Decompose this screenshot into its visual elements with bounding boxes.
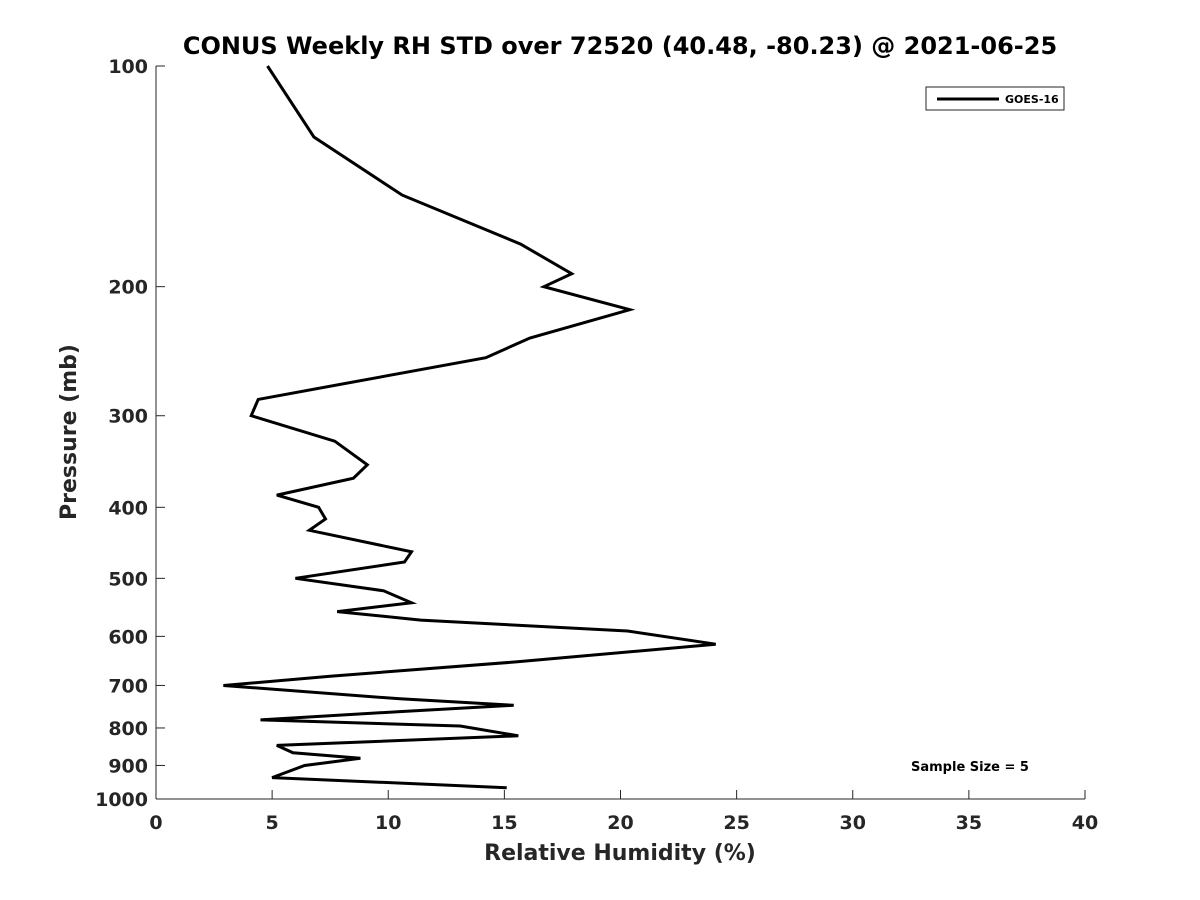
x-tick-label: 20 [607, 812, 633, 834]
y-tick-label: 500 [108, 568, 148, 590]
y-tick-label: 800 [108, 718, 148, 740]
y-tick-label: 600 [108, 626, 148, 648]
x-tick-label: 40 [1072, 812, 1098, 834]
y-axis-label: Pressure (mb) [57, 344, 82, 520]
x-tick-label: 5 [266, 812, 279, 834]
legend: GOES-16 [925, 86, 1065, 111]
x-axis-label: Relative Humidity (%) [484, 841, 756, 866]
sample-size-annotation: Sample Size = 5 [911, 760, 1029, 775]
x-tick-label: 0 [149, 812, 162, 834]
y-tick-label: 700 [108, 675, 148, 697]
x-tick-label: 25 [723, 812, 749, 834]
y-tick-label: 1000 [95, 789, 148, 811]
series-line-goes-16 [223, 65, 716, 790]
x-tick-label: 35 [956, 812, 982, 834]
legend-label: GOES-16 [1005, 93, 1059, 106]
y-tick-label: 200 [108, 277, 148, 299]
x-ticks: 0 5 10 15 20 25 30 35 40 [149, 790, 1098, 834]
chart-title: CONUS Weekly RH STD over 72520 (40.48, -… [183, 32, 1057, 60]
y-tick-label: 900 [108, 755, 148, 777]
y-tick-label: 300 [108, 406, 148, 428]
plot-area [223, 65, 716, 790]
x-tick-label: 15 [491, 812, 517, 834]
y-ticks: 100 200 300 400 500 600 700 800 900 1000 [95, 56, 165, 811]
y-tick-label: 100 [108, 56, 148, 78]
x-tick-label: 10 [375, 812, 401, 834]
x-tick-label: 30 [840, 812, 866, 834]
y-tick-label: 400 [108, 497, 148, 519]
